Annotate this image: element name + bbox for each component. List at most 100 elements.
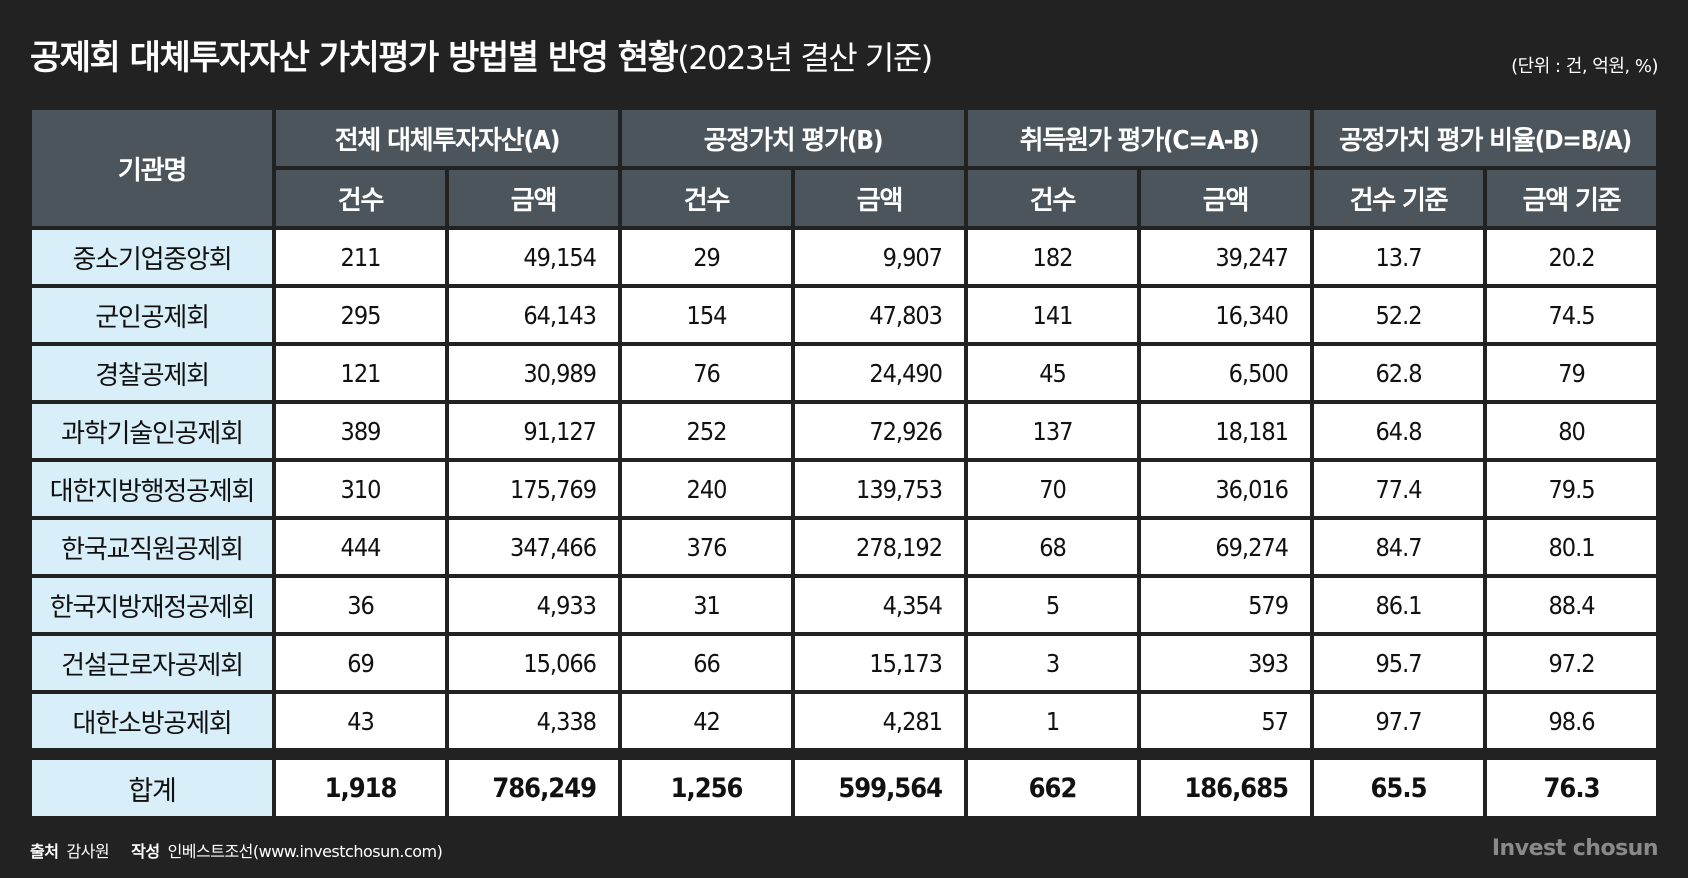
header-group-cost: 취득원가 평가(C=A-B) <box>968 110 1310 166</box>
value-cell-d-amt: 20.2 <box>1487 230 1656 284</box>
value-cell-b-cnt: 76 <box>622 346 791 400</box>
table-row: 군인공제회 295 64,143 154 47,803 141 16,340 52.2 74.5 <box>32 288 1656 342</box>
value-cell-b-cnt: 42 <box>622 694 791 748</box>
value-cell-c-amt: 69,274 <box>1141 520 1310 574</box>
value-cell-c-cnt: 141 <box>968 288 1137 342</box>
value-cell-c-cnt: 1 <box>968 694 1137 748</box>
data-table: 기관명 전체 대체투자자산(A) 공정가치 평가(B) 취득원가 평가(C=A-… <box>28 106 1660 820</box>
value-cell-c-cnt: 662 <box>968 760 1137 816</box>
value-cell-d-amt: 97.2 <box>1487 636 1656 690</box>
value-cell-a-cnt: 36 <box>276 578 445 632</box>
header-sub: 금액 <box>795 170 964 226</box>
value-cell-c-amt: 18,181 <box>1141 404 1310 458</box>
header-sub: 금액 <box>1141 170 1310 226</box>
header-group-ratio: 공정가치 평가 비율(D=B/A) <box>1314 110 1656 166</box>
org-name-cell: 중소기업중앙회 <box>32 230 272 284</box>
value-cell-b-cnt: 154 <box>622 288 791 342</box>
value-cell-d-cnt: 13.7 <box>1314 230 1483 284</box>
org-name-cell: 대한지방행정공제회 <box>32 462 272 516</box>
value-cell-a-cnt: 43 <box>276 694 445 748</box>
value-cell-a-cnt: 295 <box>276 288 445 342</box>
value-cell-b-cnt: 29 <box>622 230 791 284</box>
value-cell-a-amt: 15,066 <box>449 636 618 690</box>
header-sub: 건수 <box>622 170 791 226</box>
value-cell-c-cnt: 5 <box>968 578 1137 632</box>
org-name-cell: 합계 <box>32 760 272 816</box>
table-row: 대한소방공제회 43 4,338 42 4,281 1 57 97.7 98.6 <box>32 694 1656 748</box>
value-cell-c-amt: 186,685 <box>1141 760 1310 816</box>
table-row: 한국교직원공제회 444 347,466 376 278,192 68 69,274 84.7… <box>32 520 1656 574</box>
value-cell-d-cnt: 86.1 <box>1314 578 1483 632</box>
value-cell-d-amt: 74.5 <box>1487 288 1656 342</box>
value-cell-b-cnt: 1,256 <box>622 760 791 816</box>
value-cell-c-cnt: 45 <box>968 346 1137 400</box>
header-org: 기관명 <box>32 110 272 226</box>
table-row: 과학기술인공제회 389 91,127 252 72,926 137 18,181 64.8 8… <box>32 404 1656 458</box>
value-cell-a-cnt: 69 <box>276 636 445 690</box>
value-cell-c-amt: 579 <box>1141 578 1310 632</box>
org-name-cell: 경찰공제회 <box>32 346 272 400</box>
header-sub: 건수 기준 <box>1314 170 1483 226</box>
value-cell-a-cnt: 121 <box>276 346 445 400</box>
value-cell-d-amt: 88.4 <box>1487 578 1656 632</box>
value-cell-d-cnt: 62.8 <box>1314 346 1483 400</box>
title-main: 공제회 대체투자자산 가치평가 방법별 반영 현황 <box>30 38 679 78</box>
value-cell-a-amt: 786,249 <box>449 760 618 816</box>
value-cell-c-amt: 6,500 <box>1141 346 1310 400</box>
value-cell-c-amt: 16,340 <box>1141 288 1310 342</box>
value-cell-d-cnt: 97.7 <box>1314 694 1483 748</box>
author-label: 작성 <box>131 842 160 861</box>
value-cell-d-amt: 80.1 <box>1487 520 1656 574</box>
source-text: 감사원 <box>66 842 110 861</box>
value-cell-d-cnt: 65.5 <box>1314 760 1483 816</box>
table-row: 중소기업중앙회 211 49,154 29 9,907 182 39,247 13.7 20.2 <box>32 230 1656 284</box>
value-cell-d-cnt: 84.7 <box>1314 520 1483 574</box>
value-cell-b-cnt: 31 <box>622 578 791 632</box>
value-cell-d-amt: 76.3 <box>1487 760 1656 816</box>
unit-note: (단위 : 건, 억원, %) <box>1511 56 1658 77</box>
value-cell-b-amt: 72,926 <box>795 404 964 458</box>
value-cell-b-amt: 4,354 <box>795 578 964 632</box>
value-cell-d-amt: 98.6 <box>1487 694 1656 748</box>
value-cell-a-amt: 347,466 <box>449 520 618 574</box>
value-cell-d-amt: 79.5 <box>1487 462 1656 516</box>
org-name-cell: 한국지방재정공제회 <box>32 578 272 632</box>
value-cell-c-amt: 39,247 <box>1141 230 1310 284</box>
org-name-cell: 대한소방공제회 <box>32 694 272 748</box>
value-cell-b-amt: 9,907 <box>795 230 964 284</box>
value-cell-b-cnt: 376 <box>622 520 791 574</box>
header-sub: 금액 <box>449 170 618 226</box>
separator-cell <box>32 752 1656 756</box>
header-group-total: 전체 대체투자자산(A) <box>276 110 618 166</box>
value-cell-b-cnt: 66 <box>622 636 791 690</box>
header-sub: 건수 <box>276 170 445 226</box>
total-row: 합계 1,918 786,249 1,256 599,564 662 186,685 65.5… <box>32 760 1656 816</box>
table-row: 경찰공제회 121 30,989 76 24,490 45 6,500 62.8 79 <box>32 346 1656 400</box>
value-cell-a-cnt: 1,918 <box>276 760 445 816</box>
value-cell-c-cnt: 68 <box>968 520 1137 574</box>
value-cell-d-amt: 80 <box>1487 404 1656 458</box>
org-name-cell: 군인공제회 <box>32 288 272 342</box>
org-name-cell: 건설근로자공제회 <box>32 636 272 690</box>
value-cell-a-amt: 64,143 <box>449 288 618 342</box>
value-cell-c-amt: 57 <box>1141 694 1310 748</box>
value-cell-c-cnt: 182 <box>968 230 1137 284</box>
org-name-cell: 과학기술인공제회 <box>32 404 272 458</box>
value-cell-a-cnt: 310 <box>276 462 445 516</box>
value-cell-a-amt: 30,989 <box>449 346 618 400</box>
value-cell-b-amt: 4,281 <box>795 694 964 748</box>
value-cell-d-cnt: 52.2 <box>1314 288 1483 342</box>
brand-logo: Invest chosun <box>1491 836 1659 861</box>
table-body: 중소기업중앙회 211 49,154 29 9,907 182 39,247 13.7 20.2… <box>32 230 1656 816</box>
value-cell-c-amt: 393 <box>1141 636 1310 690</box>
total-separator <box>32 752 1656 756</box>
table-row: 한국지방재정공제회 36 4,933 31 4,354 5 579 86.1 88.4 <box>32 578 1656 632</box>
value-cell-a-amt: 49,154 <box>449 230 618 284</box>
value-cell-b-cnt: 240 <box>622 462 791 516</box>
value-cell-d-cnt: 77.4 <box>1314 462 1483 516</box>
value-cell-b-amt: 24,490 <box>795 346 964 400</box>
value-cell-c-cnt: 3 <box>968 636 1137 690</box>
value-cell-b-amt: 278,192 <box>795 520 964 574</box>
page-title: 공제회 대체투자자산 가치평가 방법별 반영 현황(2023년 결산 기준) <box>30 30 933 79</box>
value-cell-b-amt: 15,173 <box>795 636 964 690</box>
